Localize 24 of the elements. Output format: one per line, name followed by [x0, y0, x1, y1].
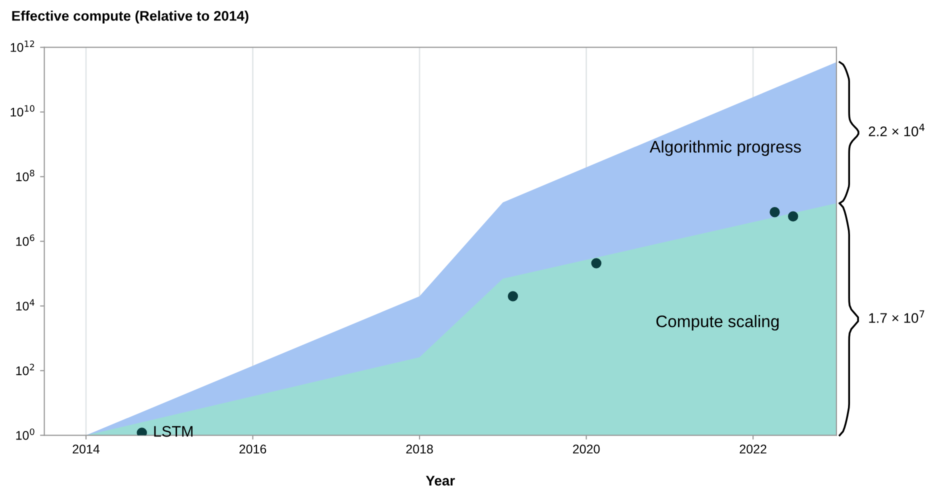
point [770, 207, 780, 218]
x-tick-label: 2018 [406, 444, 433, 454]
x-tick-label: 2020 [573, 444, 600, 454]
x-axis-title: Year [426, 476, 455, 486]
text: 1.7 × 10$^{7}$ [869, 310, 924, 323]
y-axis-title: Effective compute (Relative to 2014) [12, 10, 248, 24]
annotation: Compute scaling [656, 315, 779, 331]
y-tick-label: 10$^{12}$ [10, 40, 34, 52]
x-tick-label: 2016 [240, 444, 266, 454]
y-tick-label: 10$^{0}$ [16, 428, 34, 440]
x-tick-label: 2014 [72, 444, 100, 454]
point [591, 258, 602, 268]
annotation: Algorithmic progress [650, 140, 801, 156]
point [136, 428, 147, 436]
point [508, 291, 518, 302]
x-tick-label: 2022 [740, 444, 766, 454]
y-tick-label: 10$^{8}$ [16, 170, 34, 182]
y-tick-label: 10$^{4}$ [16, 299, 34, 311]
y-tick-label: 10$^{10}$ [10, 105, 34, 117]
point [788, 211, 798, 222]
y-tick-label: 10$^{6}$ [16, 234, 34, 246]
text: 2.2 × 10$^{4}$ [868, 124, 924, 136]
y-tick-label: 10$^{2}$ [16, 364, 34, 376]
data-label: LSTM [154, 426, 192, 437]
